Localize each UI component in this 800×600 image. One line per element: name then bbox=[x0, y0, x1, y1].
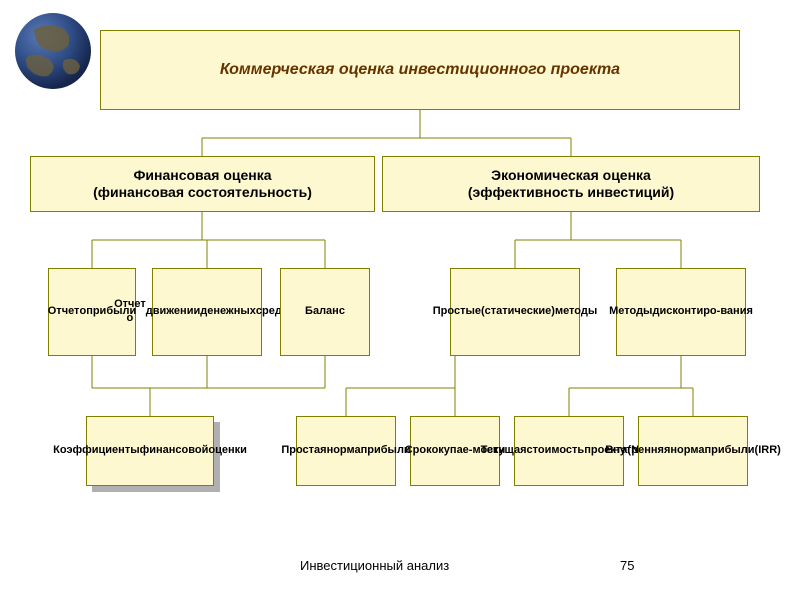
node-balance: Баланс bbox=[280, 268, 370, 356]
node-simple_rate: Простаянормаприбыли bbox=[296, 416, 396, 486]
footer-title: Инвестиционный анализ bbox=[300, 558, 449, 573]
page-number: 75 bbox=[620, 558, 634, 573]
node-irr: Внутренняянормаприбыли(IRR) bbox=[638, 416, 748, 486]
node-simple_methods: Простые(статические)методы bbox=[450, 268, 580, 356]
node-discount_methods: Методыдисконтиро-вания bbox=[616, 268, 746, 356]
node-root: Коммерческая оценка инвестиционного прое… bbox=[100, 30, 740, 110]
node-cashflow_report: Отчет одвиженииденежныхсредств bbox=[152, 268, 262, 356]
node-econ: Экономическая оценка(эффективность инвес… bbox=[382, 156, 760, 212]
node-fin: Финансовая оценка(финансовая состоятельн… bbox=[30, 156, 375, 212]
globe-icon bbox=[14, 12, 92, 90]
node-fin_coeffs: Коэффициентыфинансовойоценки bbox=[86, 416, 214, 486]
